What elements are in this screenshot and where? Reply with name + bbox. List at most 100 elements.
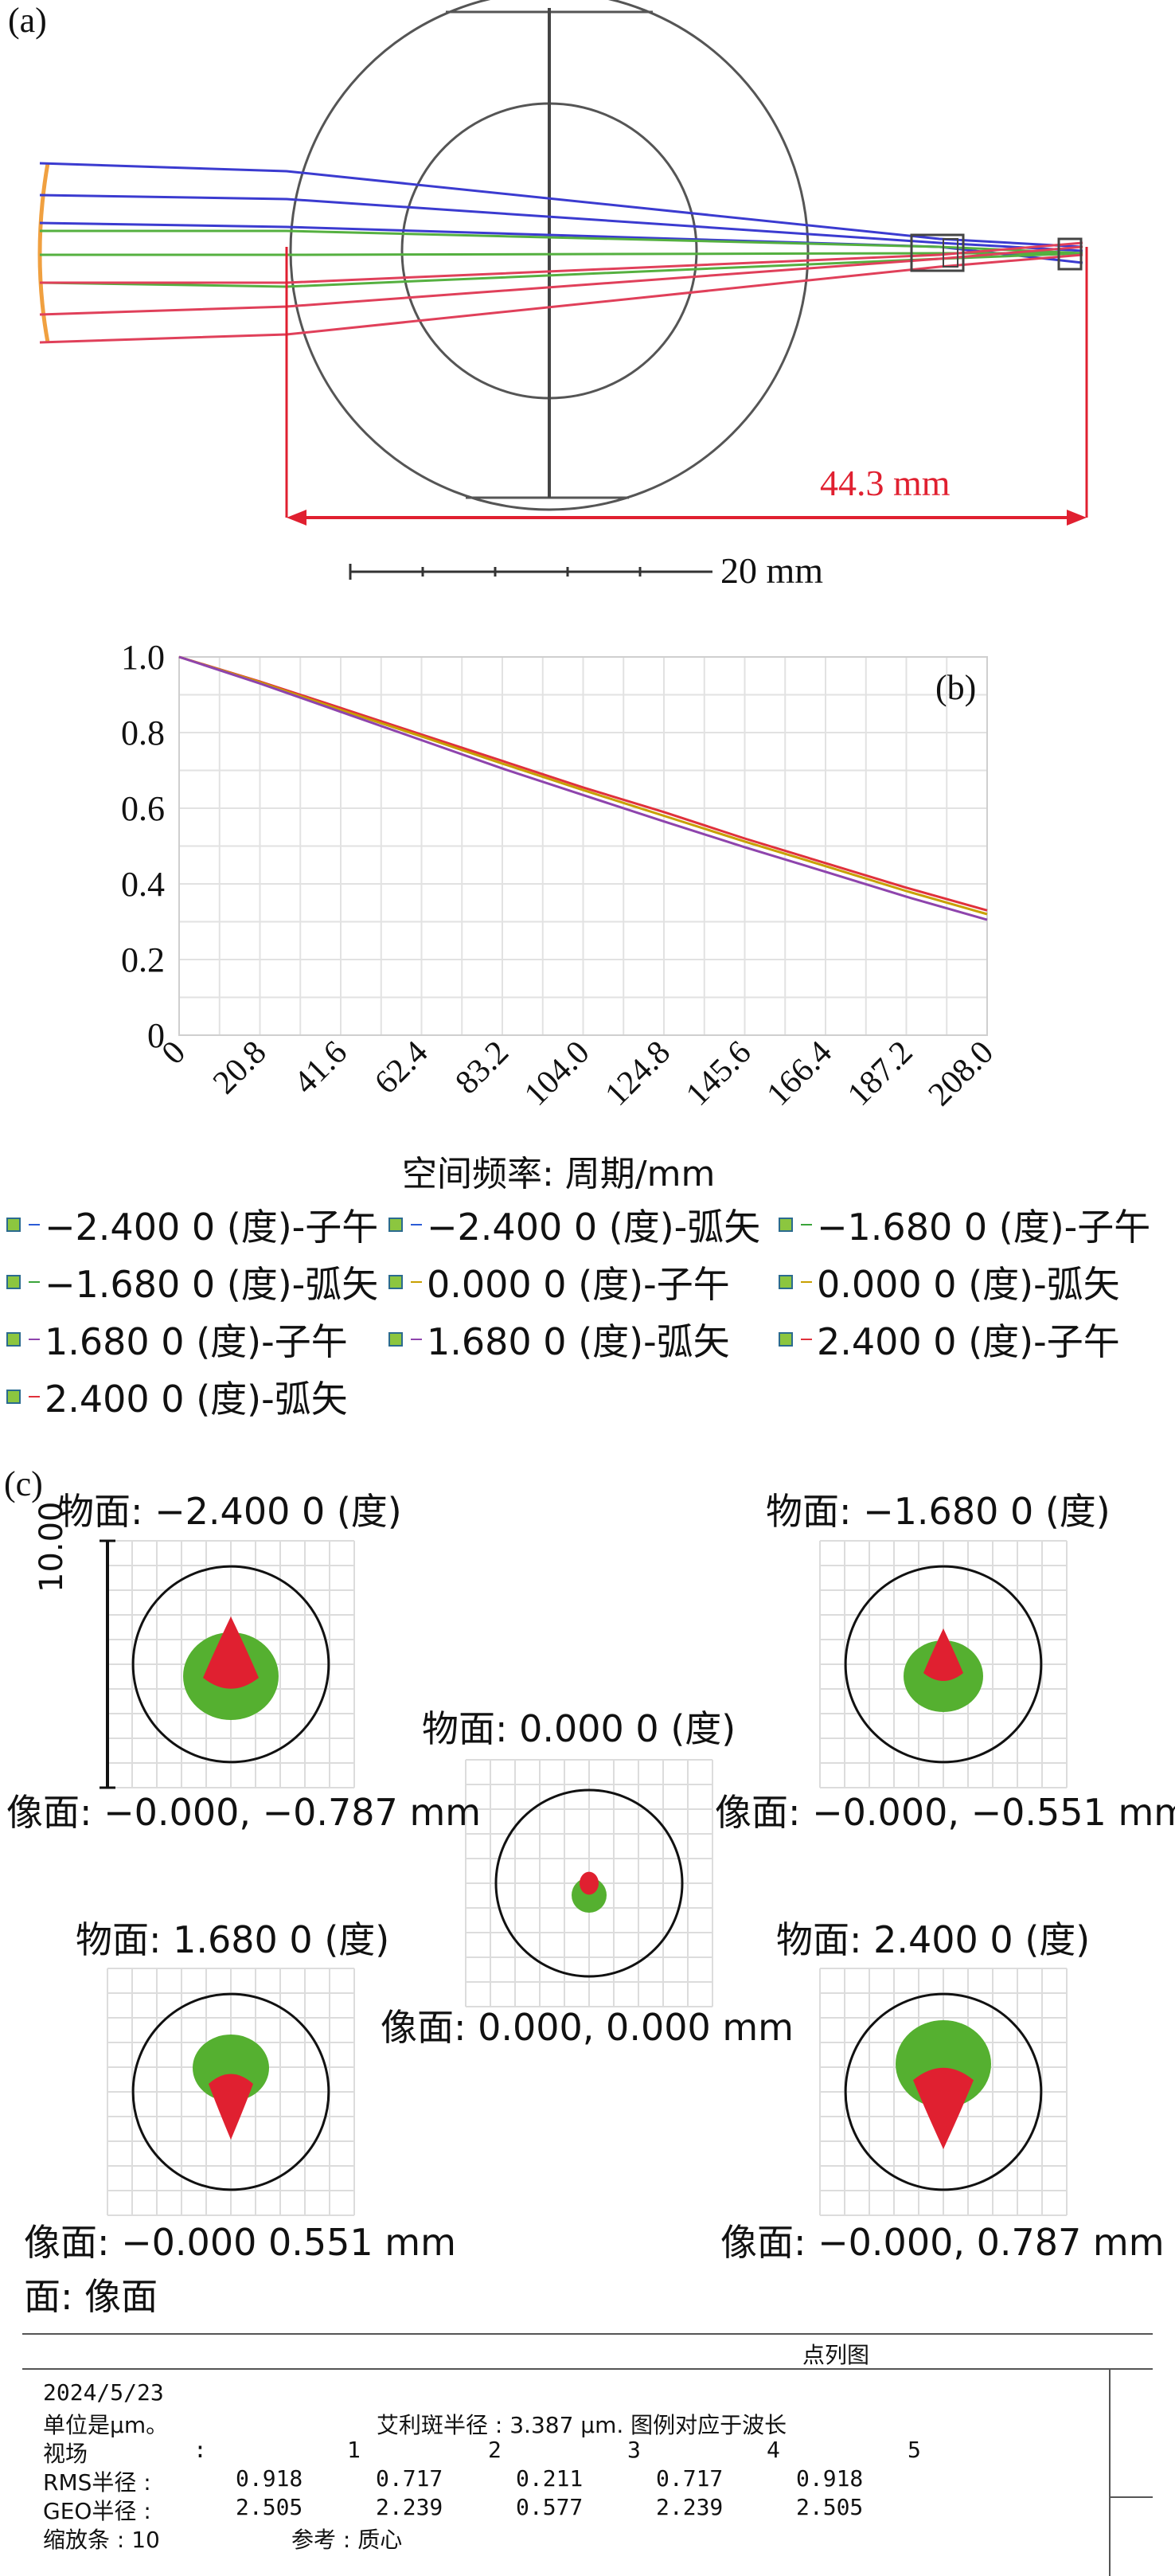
x-tick-label: 187.2 (841, 1034, 919, 1113)
table-title: 点列图 (802, 2342, 870, 2368)
table-field-label: 视场 (43, 2441, 88, 2467)
spot-4-object-label: 物面: 1.680 0 (度) (76, 1918, 390, 1961)
legend-line-icon (801, 1339, 812, 1340)
spot-diagram-2 (819, 1540, 1068, 1788)
legend-swatch-icon (388, 1218, 403, 1232)
legend-swatch-icon (6, 1275, 21, 1289)
x-tick-label: 166.4 (760, 1034, 839, 1113)
spot-red (923, 1628, 963, 1681)
legend-label: 1.680 0 (度)-弧矢 (427, 1320, 730, 1363)
lens-layout-diagram (37, 0, 1088, 580)
chart-legend: −2.400 0 (度)-子午 −2.400 0 (度)-弧矢 −1.680 0 (… (6, 1201, 1169, 1421)
spot-3-image-label: 像面: 0.000, 0.000 mm (381, 2006, 794, 2049)
legend-line-icon (29, 1281, 40, 1283)
table-geo-3: 0.577 (516, 2494, 584, 2520)
legend-line-icon (29, 1339, 40, 1340)
x-tick-label: 104.0 (517, 1034, 596, 1113)
mtf-series-line-2 (178, 655, 988, 916)
rear-lens-group (910, 233, 965, 272)
legend-label: −1.680 0 (度)-弧矢 (45, 1263, 379, 1306)
legend-line-icon (411, 1339, 422, 1340)
legend-label: −2.400 0 (度)-弧矢 (427, 1206, 761, 1249)
legend-item: 1.680 0 (度)-子午 (6, 1315, 388, 1363)
table-field-2: 2 (488, 2437, 502, 2463)
image-sensor-element (1057, 237, 1083, 271)
table-unit: 单位是μm。 (43, 2412, 169, 2438)
y-tick-label: 1.0 (121, 638, 165, 677)
legend-swatch-icon (6, 1332, 21, 1347)
spot-diagram-3 (465, 1759, 713, 2007)
x-tick-label: 124.8 (599, 1034, 677, 1113)
spot-1-image-label: 像面: −0.000, −0.787 mm (6, 1791, 482, 1834)
legend-label: 0.000 0 (度)-子午 (427, 1263, 730, 1306)
spot-diagram-area (100, 1539, 1068, 2216)
spot-table: 点列图 2024/5/23 单位是μm。 艾利斑半径 : 3.387 μm. 图… (22, 2333, 1153, 2576)
legend-swatch-icon (779, 1332, 793, 1347)
legend-item: 2.400 0 (度)-弧矢 (6, 1373, 388, 1421)
legend-item: 2.400 0 (度)-子午 (779, 1315, 1169, 1363)
spot-diagram-1 (107, 1540, 355, 1788)
spot-red (913, 2067, 974, 2149)
table-rms-3: 0.211 (516, 2465, 584, 2492)
airy-disk-circle (494, 1788, 684, 1978)
airy-disk-circle (131, 1992, 330, 2191)
table-rms-4: 0.717 (656, 2465, 724, 2492)
table-geo-5: 2.505 (796, 2494, 864, 2520)
spot-5-image-label: 像面: −0.000, 0.787 mm (720, 2221, 1165, 2264)
spot-diagram-5 (819, 1968, 1068, 2216)
table-field-4: 4 (767, 2437, 780, 2463)
legend-swatch-icon (6, 1390, 21, 1404)
legend-line-icon (411, 1224, 422, 1225)
spot-2-image-label: 像面: −0.000, −0.551 mm (715, 1791, 1175, 1834)
y-tick-label: 0.8 (121, 713, 165, 752)
legend-line-icon (29, 1396, 40, 1397)
legend-label: −1.680 0 (度)-子午 (817, 1206, 1151, 1249)
table-rms-2: 0.717 (376, 2465, 443, 2492)
mtf-chart: 00.20.40.60.81.00 20.8 41.6 62.4 83.2 104.0 12… (121, 638, 1001, 1113)
table-field-5: 5 (908, 2437, 921, 2463)
spot-red (580, 1871, 599, 1895)
legend-swatch-icon (388, 1332, 403, 1347)
legend-label: 2.400 0 (度)-弧矢 (45, 1378, 348, 1421)
table-geo-2: 2.239 (376, 2494, 443, 2520)
table-geo-1: 2.505 (236, 2494, 303, 2520)
y-tick-label: 0.4 (121, 865, 165, 904)
table-date: 2024/5/23 (43, 2379, 164, 2406)
table-airy: 艾利斑半径 : 3.387 μm. 图例对应于波长 (377, 2412, 787, 2438)
chart-x-axis-label: 空间频率: 周期/mm (402, 1154, 716, 1194)
table-reference: 参考 : 质心 (291, 2527, 403, 2553)
x-tick-label: 62.4 (368, 1034, 435, 1101)
legend-line-icon (801, 1224, 812, 1225)
mtf-series-line-1 (178, 655, 988, 912)
legend-line-icon (411, 1281, 422, 1283)
spot-diagram-4 (107, 1968, 355, 2216)
spot-red (203, 1616, 259, 1689)
table-field-1: 1 (347, 2437, 361, 2463)
legend-label: 1.680 0 (度)-子午 (45, 1320, 348, 1363)
spot-1-object-label: 物面: −2.400 0 (度) (57, 1490, 402, 1533)
legend-item: 0.000 0 (度)-弧矢 (779, 1258, 1169, 1306)
legend-line-icon (801, 1281, 812, 1283)
spot-4-image-label: 像面: −0.000 0.551 mm (24, 2221, 456, 2264)
plot-frame (178, 656, 988, 1036)
legend-label: −2.400 0 (度)-子午 (45, 1206, 379, 1249)
panel-b-label: (b) (935, 668, 977, 707)
x-tick-label: 83.2 (449, 1034, 516, 1101)
airy-disk-circle (844, 1565, 1043, 1764)
airy-disk-circle (844, 1992, 1043, 2191)
spot-red (209, 2074, 253, 2140)
y-tick-label: 0.6 (121, 789, 165, 828)
x-tick-label: 208.0 (922, 1034, 1001, 1113)
x-tick-label: 20.8 (206, 1034, 273, 1101)
x-tick-label: 145.6 (679, 1034, 758, 1113)
table-rms-label: RMS半径 : (43, 2469, 151, 2496)
table-geo-4: 2.239 (656, 2494, 724, 2520)
x-tick-label: 41.6 (287, 1034, 354, 1101)
spot-2-object-label: 物面: −1.680 0 (度) (766, 1490, 1111, 1533)
scale-value-label: 10.00 (33, 1501, 70, 1593)
legend-label: 2.400 0 (度)-子午 (817, 1320, 1120, 1363)
legend-item: −1.680 0 (度)-子午 (779, 1201, 1169, 1249)
outer-aperture-circle (289, 0, 810, 511)
airy-disk-circle (131, 1565, 330, 1764)
legend-item: 0.000 0 (度)-子午 (388, 1258, 779, 1306)
